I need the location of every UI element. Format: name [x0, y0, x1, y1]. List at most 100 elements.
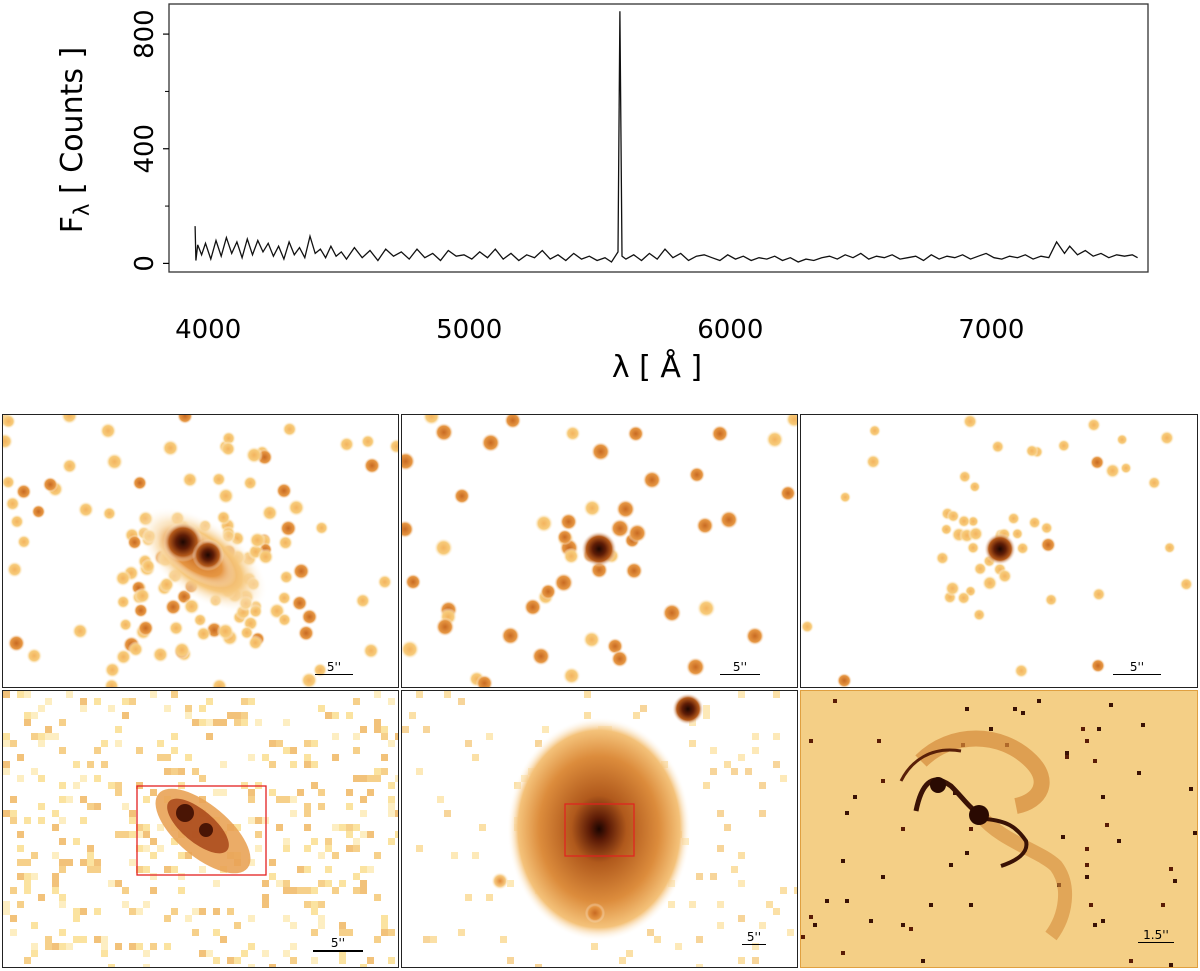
- source-dot: [475, 674, 494, 687]
- noise-pixel: [262, 880, 269, 887]
- noise-pixel: [346, 789, 353, 796]
- source-dot: [377, 574, 393, 590]
- noise-pixel: [339, 880, 346, 887]
- source-dot: [161, 439, 180, 457]
- galaxy-core: [581, 531, 617, 567]
- noise-pixel: [710, 873, 717, 880]
- noise-pixel: [339, 957, 346, 964]
- noise-pixel: [136, 824, 143, 831]
- noise-pixel: [3, 691, 10, 698]
- source-dot: [248, 531, 266, 549]
- noise-pixel: [759, 782, 766, 789]
- noise-pixel: [304, 887, 311, 894]
- source-dot: [300, 671, 318, 687]
- source-dot: [865, 454, 881, 470]
- noise-pixel: [241, 698, 248, 705]
- source-dot: [1006, 511, 1021, 526]
- source-dot: [553, 572, 574, 593]
- noise-pixel: [185, 754, 192, 761]
- noise-pixel: [87, 761, 94, 768]
- source-dot: [242, 475, 258, 491]
- noise-pixel: [241, 950, 248, 957]
- noise-pixel: [381, 726, 388, 733]
- noise-pixel: [841, 951, 845, 955]
- noise-pixel: [45, 943, 52, 950]
- source-dot: [642, 470, 662, 490]
- noise-pixel: [584, 712, 591, 719]
- noise-pixel: [262, 950, 269, 957]
- noise-pixel: [332, 852, 339, 859]
- source-dot: [435, 617, 455, 637]
- noise-pixel: [73, 908, 80, 915]
- noise-pixel: [346, 929, 353, 936]
- noise-pixel: [276, 740, 283, 747]
- noise-pixel: [353, 698, 360, 705]
- noise-pixel: [949, 863, 953, 867]
- noise-pixel: [164, 754, 171, 761]
- source-dot: [688, 466, 706, 483]
- noise-pixel: [94, 698, 101, 705]
- source-dot: [362, 642, 380, 660]
- source-dot: [562, 547, 580, 565]
- noise-pixel: [262, 901, 269, 908]
- noise-pixels: [3, 691, 398, 967]
- noise-pixel: [381, 915, 388, 922]
- noise-pixel: [59, 901, 66, 908]
- noise-pixel: [689, 740, 696, 747]
- source-dot: [402, 520, 415, 539]
- noise-pixel: [1093, 759, 1097, 763]
- noise-pixel: [31, 950, 38, 957]
- noise-pixel: [157, 845, 164, 852]
- noise-pixel: [304, 761, 311, 768]
- source-dot: [104, 661, 121, 679]
- noise-pixel: [31, 873, 38, 880]
- source-dot: [275, 482, 293, 499]
- noise-pixel: [374, 894, 381, 901]
- source-dot: [779, 485, 797, 502]
- noise-pixel: [24, 712, 31, 719]
- noise-pixel: [773, 733, 780, 740]
- source-dot: [696, 598, 716, 618]
- source-dot: [564, 425, 581, 442]
- noise-pixel: [633, 712, 640, 719]
- noise-pixel: [290, 943, 297, 950]
- noise-pixel: [136, 866, 143, 873]
- noise-pixel: [108, 782, 115, 789]
- noise-pixel: [1129, 959, 1133, 963]
- noise-pixel: [234, 922, 241, 929]
- noise-pixel: [136, 831, 143, 838]
- source-dot: [1104, 462, 1121, 479]
- noise-pixel: [80, 908, 87, 915]
- noise-pixel: [10, 796, 17, 803]
- noise-pixel: [360, 964, 367, 967]
- noise-pixel: [845, 899, 849, 903]
- source-dot: [7, 634, 26, 653]
- noise-pixel: [234, 712, 241, 719]
- source-dot: [168, 620, 185, 636]
- noise-pixel: [101, 936, 108, 943]
- noise-pixel: [24, 880, 31, 887]
- noise-pixel: [248, 789, 255, 796]
- noise-pixel: [248, 943, 255, 950]
- noise-pixel: [290, 796, 297, 803]
- source-dot: [127, 534, 143, 550]
- noise-pixel: [731, 866, 738, 873]
- noise-pixel: [31, 733, 38, 740]
- noise-pixel: [304, 754, 311, 761]
- noise-pixel: [584, 691, 591, 698]
- noise-pixel: [367, 775, 374, 782]
- noise-pixel: [752, 943, 759, 950]
- noise-pixel: [901, 923, 905, 927]
- noise-pixel: [877, 739, 881, 743]
- noise-pixel: [416, 691, 423, 698]
- noise-pixel: [825, 899, 829, 903]
- noise-pixel: [304, 845, 311, 852]
- noise-pixel: [115, 880, 122, 887]
- source-dot: [388, 438, 398, 455]
- noise-pixel: [143, 964, 150, 967]
- source-dot: [176, 415, 194, 425]
- y-axis-label: Fλ [ Counts ]: [55, 47, 94, 233]
- noise-pixel: [388, 929, 395, 936]
- noise-pixel: [17, 859, 24, 866]
- noise-pixel: [227, 712, 234, 719]
